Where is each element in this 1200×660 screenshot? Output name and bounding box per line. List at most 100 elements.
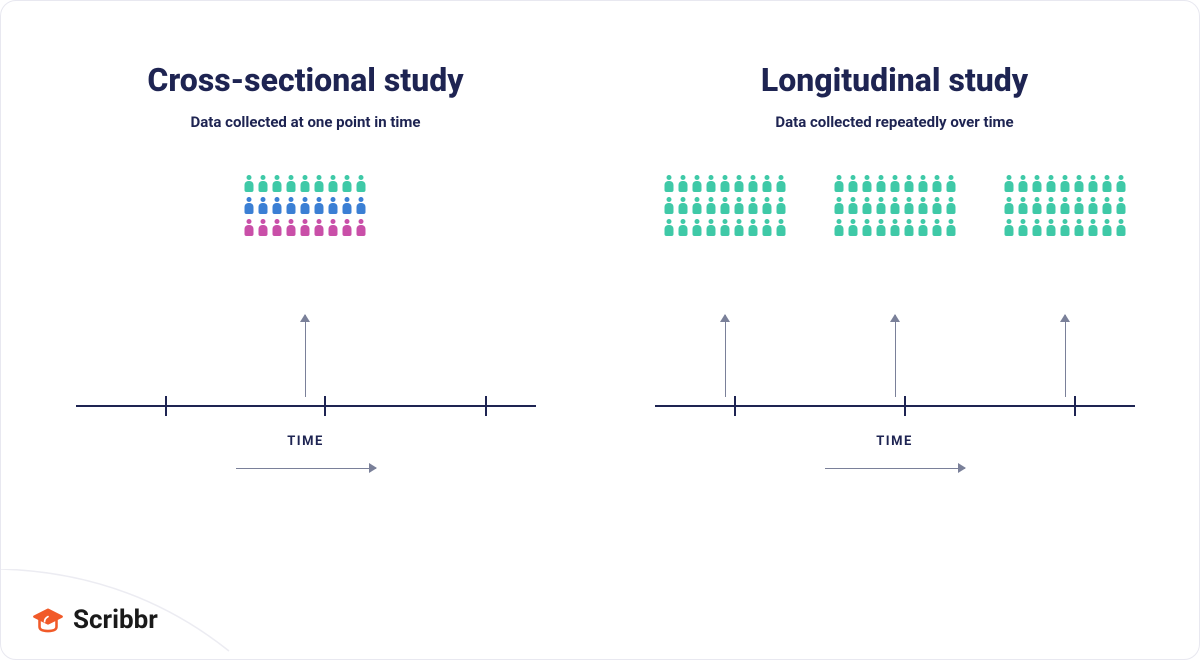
person-icon: [747, 175, 759, 193]
people-cluster: [663, 175, 787, 237]
timeline-axis: [76, 405, 536, 407]
person-icon: [917, 197, 929, 215]
person-icon: [747, 197, 759, 215]
people-row: [243, 175, 367, 193]
person-icon: [875, 219, 887, 237]
person-icon: [1073, 175, 1085, 193]
person-icon: [271, 197, 283, 215]
person-icon: [243, 197, 255, 215]
person-icon: [903, 219, 915, 237]
graduation-cap-icon: [31, 603, 65, 637]
person-icon: [945, 175, 957, 193]
person-icon: [1059, 197, 1071, 215]
panel-longitudinal: Longitudinal study Data collected repeat…: [630, 61, 1159, 559]
person-icon: [341, 219, 353, 237]
person-icon: [833, 175, 845, 193]
time-label: TIME: [645, 434, 1145, 449]
people-cluster: [1003, 175, 1127, 237]
person-icon: [1101, 197, 1113, 215]
panel-title: Cross-sectional study: [147, 61, 463, 99]
person-icon: [327, 175, 339, 193]
person-icon: [285, 197, 297, 215]
person-icon: [327, 219, 339, 237]
person-icon: [271, 219, 283, 237]
person-icon: [945, 197, 957, 215]
person-icon: [705, 175, 717, 193]
person-icon: [299, 175, 311, 193]
person-icon: [257, 197, 269, 215]
person-icon: [1101, 219, 1113, 237]
timeline-tick: [165, 396, 167, 416]
person-icon: [889, 219, 901, 237]
person-icon: [677, 197, 689, 215]
person-icon: [313, 219, 325, 237]
person-icon: [1045, 219, 1057, 237]
person-icon: [1101, 175, 1113, 193]
people-row: [833, 175, 957, 193]
person-icon: [1115, 219, 1127, 237]
person-icon: [1115, 197, 1127, 215]
person-icon: [747, 219, 759, 237]
person-icon: [663, 197, 675, 215]
person-icon: [271, 175, 283, 193]
person-icon: [355, 219, 367, 237]
person-icon: [1017, 219, 1029, 237]
person-icon: [889, 197, 901, 215]
arrow-up-icon: [305, 315, 307, 397]
people-row: [1003, 219, 1127, 237]
person-icon: [1017, 197, 1029, 215]
people-row: [243, 219, 367, 237]
person-icon: [775, 219, 787, 237]
person-icon: [691, 197, 703, 215]
people-row: [663, 219, 787, 237]
brand-logo: Scribbr: [31, 603, 158, 637]
person-icon: [1045, 197, 1057, 215]
person-icon: [917, 219, 929, 237]
time-arrow-icon: [825, 468, 965, 470]
person-icon: [903, 175, 915, 193]
person-icon: [1003, 175, 1015, 193]
person-icon: [327, 197, 339, 215]
people-row: [1003, 197, 1127, 215]
diagram-cross-sectional: TIME: [56, 167, 556, 507]
people-row: [1003, 175, 1127, 193]
person-icon: [1017, 175, 1029, 193]
person-icon: [663, 175, 675, 193]
person-icon: [313, 175, 325, 193]
panel-subtitle: Data collected at one point in time: [191, 113, 421, 131]
person-icon: [705, 197, 717, 215]
person-icon: [663, 219, 675, 237]
person-icon: [285, 219, 297, 237]
person-icon: [1003, 219, 1015, 237]
person-icon: [847, 219, 859, 237]
person-icon: [733, 197, 745, 215]
person-icon: [719, 219, 731, 237]
person-icon: [903, 197, 915, 215]
person-icon: [761, 175, 773, 193]
timeline-tick: [734, 396, 736, 416]
person-icon: [299, 219, 311, 237]
people-row: [663, 175, 787, 193]
timeline-tick: [324, 396, 326, 416]
person-icon: [341, 175, 353, 193]
people-row: [833, 219, 957, 237]
person-icon: [1073, 219, 1085, 237]
arrow-up-icon: [1065, 315, 1067, 397]
person-icon: [1031, 219, 1043, 237]
person-icon: [861, 175, 873, 193]
person-icon: [861, 197, 873, 215]
person-icon: [257, 219, 269, 237]
person-icon: [889, 175, 901, 193]
person-icon: [677, 175, 689, 193]
person-icon: [243, 219, 255, 237]
timeline-axis: [655, 405, 1135, 407]
person-icon: [875, 175, 887, 193]
people-row: [833, 197, 957, 215]
person-icon: [257, 175, 269, 193]
person-icon: [1031, 197, 1043, 215]
people-row: [243, 197, 367, 215]
person-icon: [1059, 175, 1071, 193]
person-icon: [691, 219, 703, 237]
person-icon: [1059, 219, 1071, 237]
person-icon: [733, 175, 745, 193]
